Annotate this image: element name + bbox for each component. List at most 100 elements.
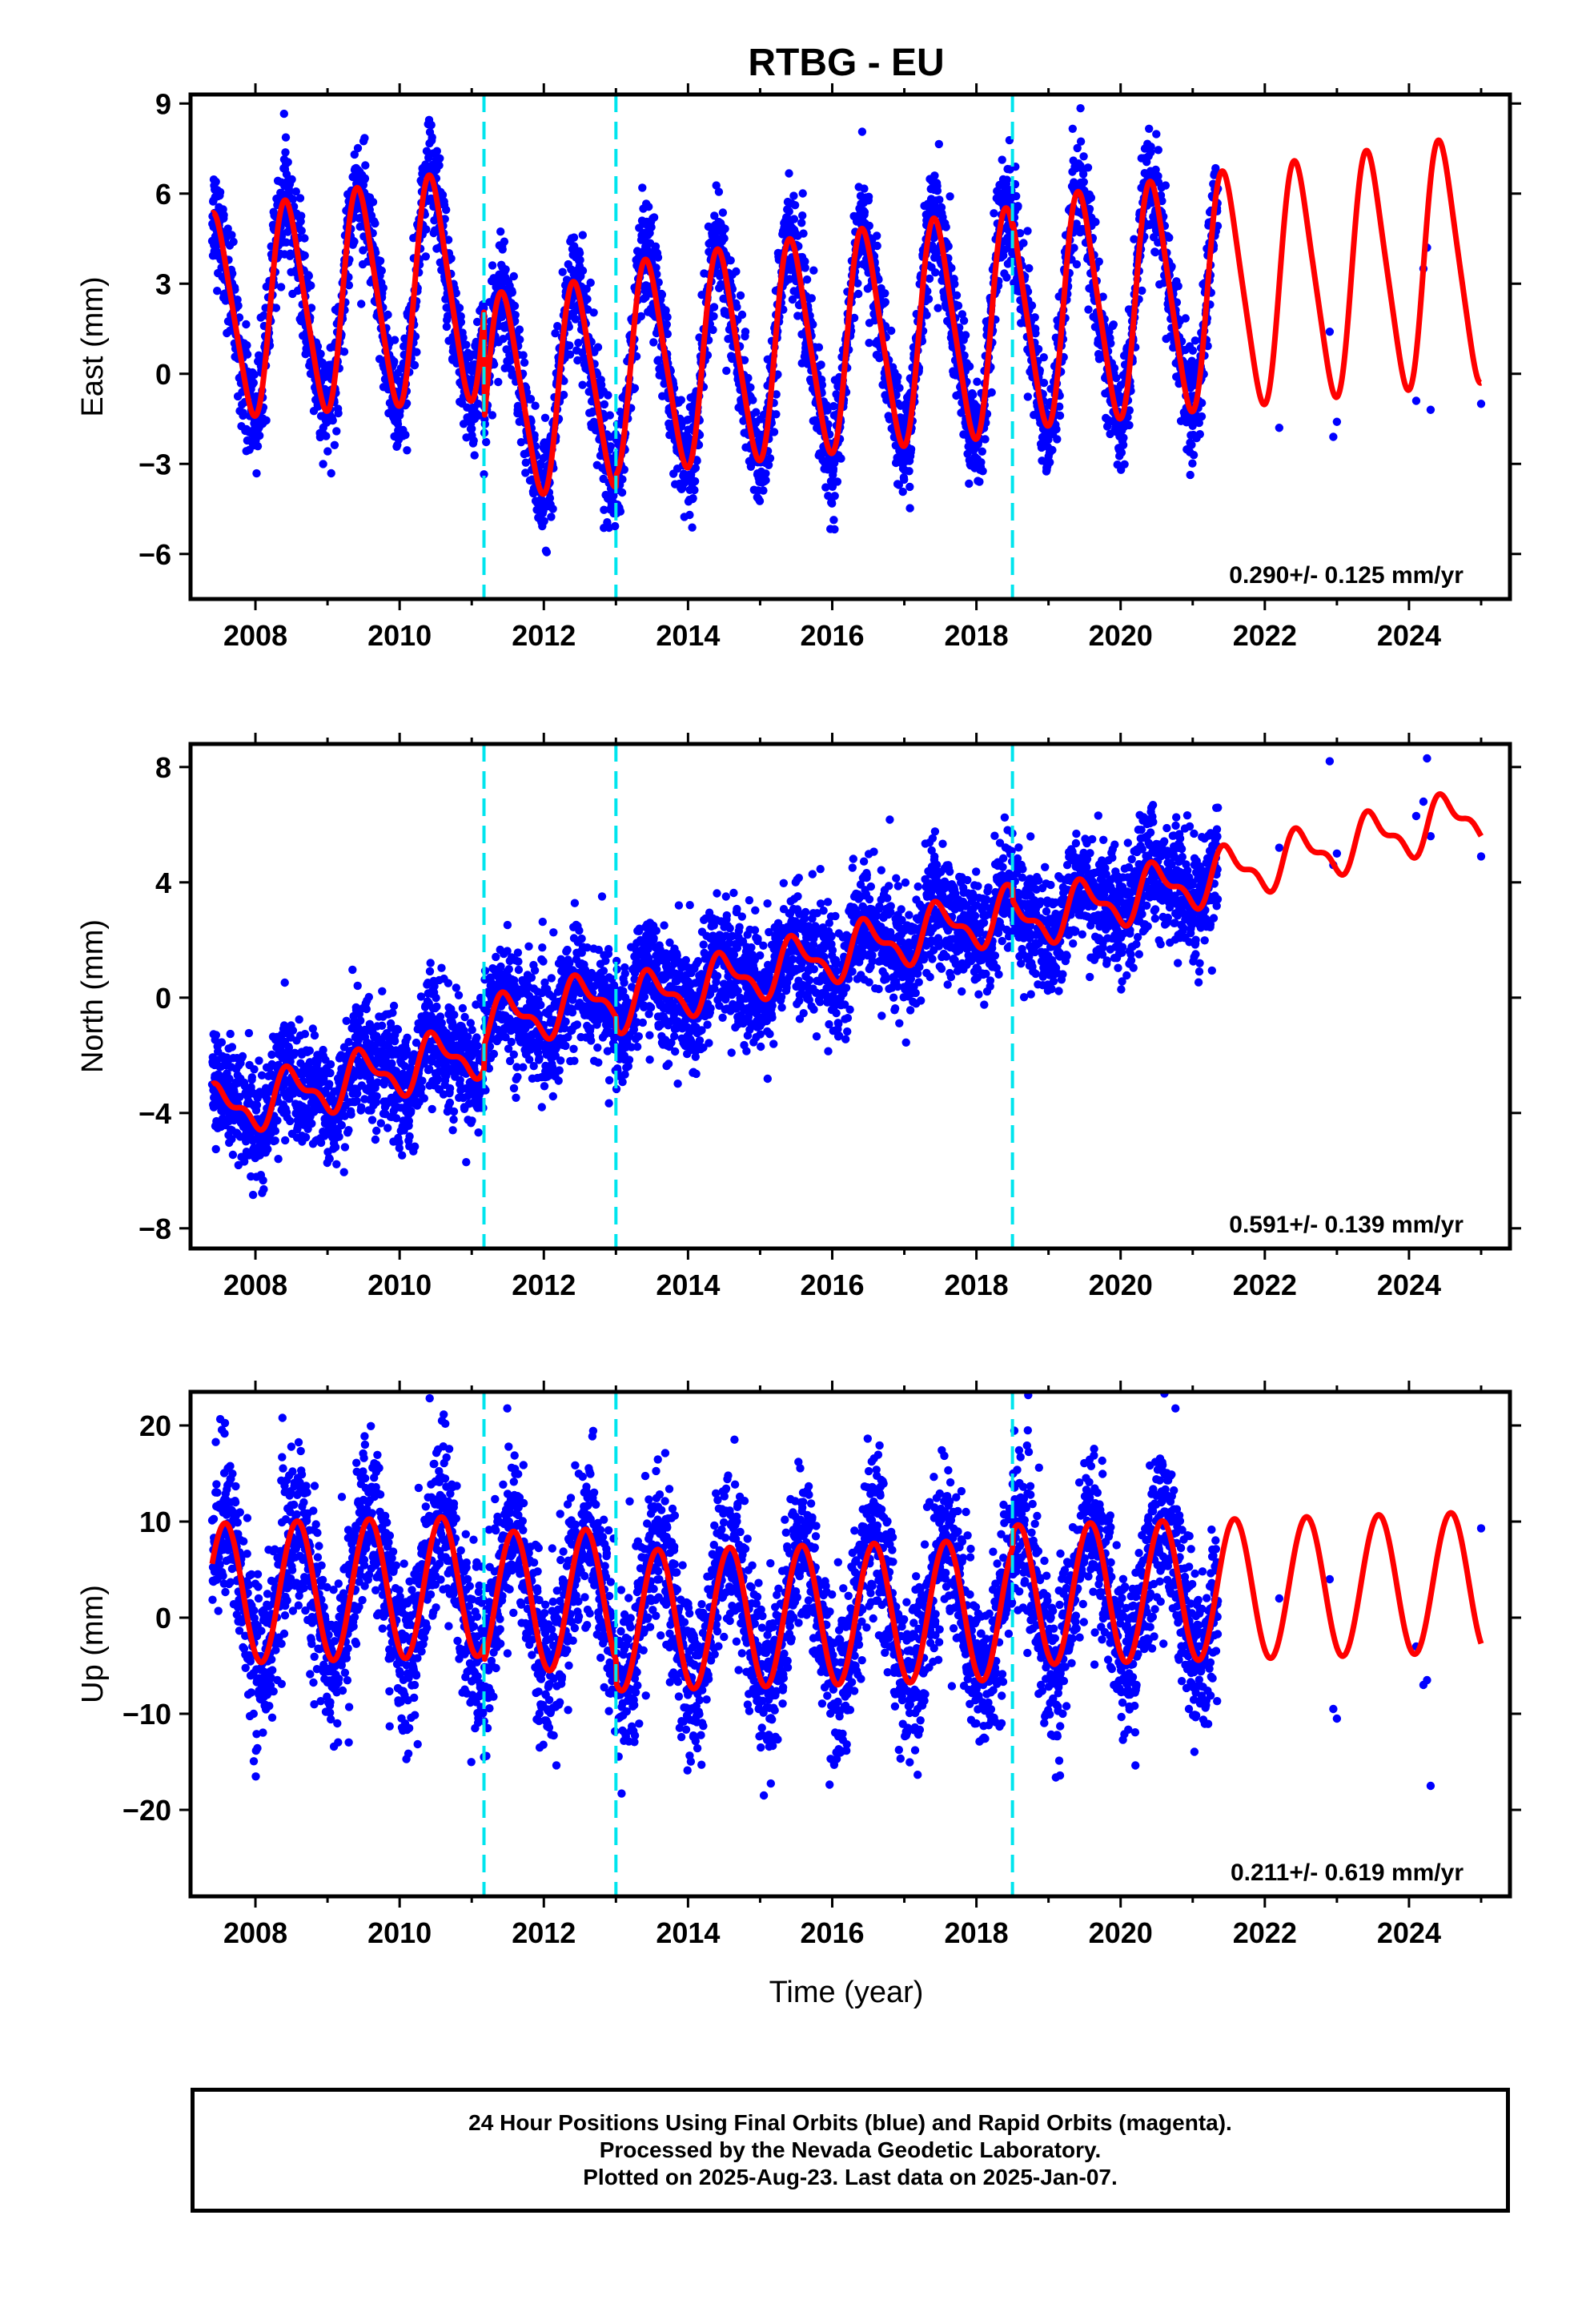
data-point (799, 229, 808, 238)
data-point (281, 148, 290, 157)
y-tick-label: 9 (155, 87, 171, 120)
data-point (1161, 181, 1170, 190)
data-point (647, 223, 656, 231)
data-point (663, 312, 672, 322)
data-point (521, 458, 530, 467)
data-point (286, 1116, 295, 1126)
data-point (769, 428, 779, 436)
data-point (1195, 430, 1205, 439)
data-point (965, 362, 974, 371)
data-point (253, 442, 263, 451)
data-point (873, 231, 881, 240)
data-point (638, 183, 647, 192)
data-point (509, 271, 518, 281)
data-point (510, 301, 520, 311)
data-point (600, 505, 608, 514)
data-point (649, 338, 658, 347)
data-point (571, 315, 580, 324)
data-point (586, 278, 595, 287)
data-point (327, 468, 335, 478)
y-tick-label: 0 (155, 358, 171, 391)
data-point (280, 978, 289, 987)
data-point (922, 311, 931, 320)
data-point (553, 322, 562, 331)
data-point (273, 1116, 282, 1125)
data-point (250, 1065, 259, 1074)
data-point (496, 227, 505, 236)
data-point (215, 187, 225, 197)
data-point (322, 432, 331, 440)
data-point (830, 492, 839, 501)
data-point (488, 261, 497, 270)
data-point (519, 351, 528, 360)
data-point (211, 1031, 221, 1039)
data-point (244, 1028, 254, 1038)
data-point (393, 420, 403, 428)
data-point (1186, 470, 1195, 480)
data-point (447, 254, 456, 263)
data-points (207, 754, 1486, 1200)
data-point (1152, 130, 1161, 139)
data-point (574, 338, 583, 348)
data-point (576, 255, 584, 264)
data-point (1068, 124, 1078, 133)
data-point (1086, 193, 1096, 203)
data-point (898, 487, 907, 497)
data-point (1025, 263, 1034, 273)
data-point (377, 266, 386, 275)
data-point (350, 237, 359, 246)
data-point (873, 241, 881, 251)
data-point (427, 120, 436, 130)
data-point (231, 285, 239, 294)
data-point (520, 358, 529, 367)
data-point (931, 268, 940, 277)
data-point (442, 205, 451, 215)
data-point (360, 134, 369, 143)
data-point (219, 211, 228, 219)
data-point (798, 189, 807, 198)
data-point (516, 335, 524, 344)
data-point (247, 1073, 256, 1082)
data-point (636, 312, 645, 321)
data-point (472, 317, 482, 327)
data-point (837, 454, 845, 463)
data-point (559, 390, 568, 400)
data-point (271, 304, 281, 312)
x-tick-label: 2020 (1089, 619, 1153, 652)
data-point (1023, 227, 1032, 235)
data-point (649, 213, 659, 222)
data-point (946, 192, 954, 201)
data-point (789, 191, 798, 200)
y-tick-label: 6 (155, 178, 171, 211)
data-point (865, 221, 874, 231)
data-point (276, 283, 286, 292)
data-point (313, 342, 323, 351)
data-point (435, 161, 444, 170)
data-point (283, 158, 292, 167)
data-point (515, 325, 524, 334)
data-point (1145, 124, 1154, 133)
data-point (316, 349, 325, 359)
data-point (1055, 411, 1065, 420)
data-point (383, 310, 392, 320)
data-point (714, 187, 724, 196)
data-point (582, 284, 591, 293)
data-point (1188, 346, 1198, 355)
data-point (252, 468, 261, 478)
rate-label: 0.290+/- 0.125 mm/yr (1229, 562, 1464, 589)
data-point (604, 391, 612, 400)
x-tick-label: 2008 (223, 619, 287, 652)
data-point (959, 316, 969, 325)
data-point (906, 444, 916, 454)
data-point (271, 1127, 280, 1136)
data-point (263, 1144, 272, 1154)
data-point (1076, 104, 1085, 113)
data-point (565, 350, 575, 359)
data-point (860, 207, 869, 217)
data-point (521, 468, 530, 477)
data-point (718, 208, 728, 217)
data-point (755, 497, 765, 505)
data-point (817, 360, 825, 369)
data-point (452, 288, 460, 298)
data-point (854, 289, 863, 299)
